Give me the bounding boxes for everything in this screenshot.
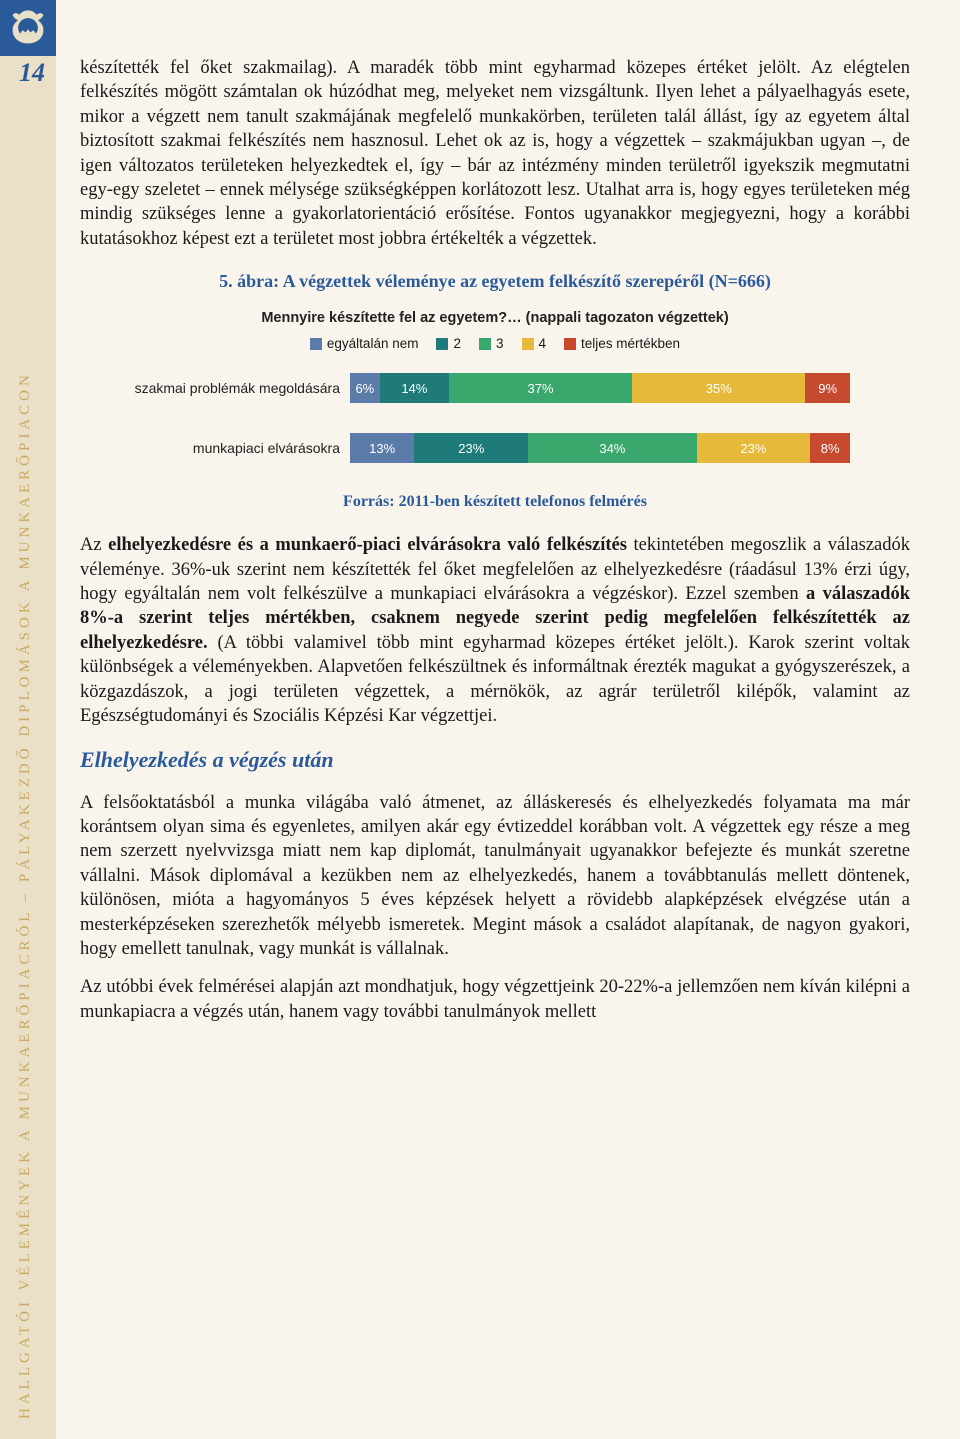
body-para-4: Az utóbbi évek felmérései alapján azt mo…	[80, 975, 910, 1024]
legend-label: egyáltalán nem	[327, 336, 419, 351]
legend-item: egyáltalán nem	[310, 336, 419, 351]
text: Az	[80, 535, 108, 555]
bold-text: elhelyezkedésre és a munkaerő-piaci elvá…	[108, 535, 627, 555]
chart-segment: 23%	[414, 433, 528, 463]
chart-segment: 35%	[632, 373, 805, 403]
chart-segment: 8%	[810, 433, 850, 463]
logo-icon	[0, 0, 56, 56]
chart-source: Forrás: 2011-ben készített telefonos fel…	[80, 493, 910, 511]
chart-row: szakmai problémák megoldására6%14%37%35%…	[115, 373, 875, 403]
page-content: készítették fel őket szakmailag). A mara…	[80, 56, 910, 1038]
chart-segment: 6%	[350, 373, 380, 403]
chart-segment: 23%	[697, 433, 811, 463]
section-heading: Elhelyezkedés a végzés után	[80, 747, 910, 773]
legend-item: 4	[522, 336, 547, 351]
chart-segment: 9%	[805, 373, 850, 403]
body-para-3: A felsőoktatásból a munka világába való …	[80, 791, 910, 962]
chart-segment: 37%	[449, 373, 632, 403]
legend-label: 2	[453, 336, 461, 351]
chart: Mennyire készítette fel az egyetem?… (na…	[115, 310, 875, 463]
legend-label: 4	[539, 336, 547, 351]
legend-swatch	[522, 338, 534, 350]
chart-row: munkapiaci elvárásokra13%23%34%23%8%	[115, 433, 875, 463]
legend-swatch	[436, 338, 448, 350]
chart-segment: 14%	[380, 373, 449, 403]
chart-bar: 6%14%37%35%9%	[350, 373, 850, 403]
chart-segment: 13%	[350, 433, 414, 463]
legend-swatch	[310, 338, 322, 350]
legend-item: teljes mértékben	[564, 336, 680, 351]
vertical-section-title: Hallgatói vélemények a munkaerőpiacról –…	[17, 371, 34, 1419]
chart-bar: 13%23%34%23%8%	[350, 433, 850, 463]
legend-item: 3	[479, 336, 504, 351]
body-para-1: készítették fel őket szakmailag). A mara…	[80, 56, 910, 251]
chart-title: Mennyire készítette fel az egyetem?… (na…	[115, 310, 875, 326]
legend-swatch	[564, 338, 576, 350]
chart-row-label: szakmai problémák megoldására	[115, 380, 350, 396]
chart-row-label: munkapiaci elvárásokra	[115, 440, 350, 456]
legend-label: teljes mértékben	[581, 336, 680, 351]
legend-label: 3	[496, 336, 504, 351]
legend-swatch	[479, 338, 491, 350]
legend-item: 2	[436, 336, 461, 351]
page-number: 14	[14, 58, 50, 88]
chart-legend: egyáltalán nem 2 3 4 teljes mértékben	[115, 336, 875, 351]
chart-caption: 5. ábra: A végzettek véleménye az egyete…	[80, 271, 910, 292]
chart-rows: szakmai problémák megoldására6%14%37%35%…	[115, 373, 875, 463]
body-para-2: Az elhelyezkedésre és a munkaerő-piaci e…	[80, 533, 910, 728]
chart-segment: 34%	[528, 433, 696, 463]
